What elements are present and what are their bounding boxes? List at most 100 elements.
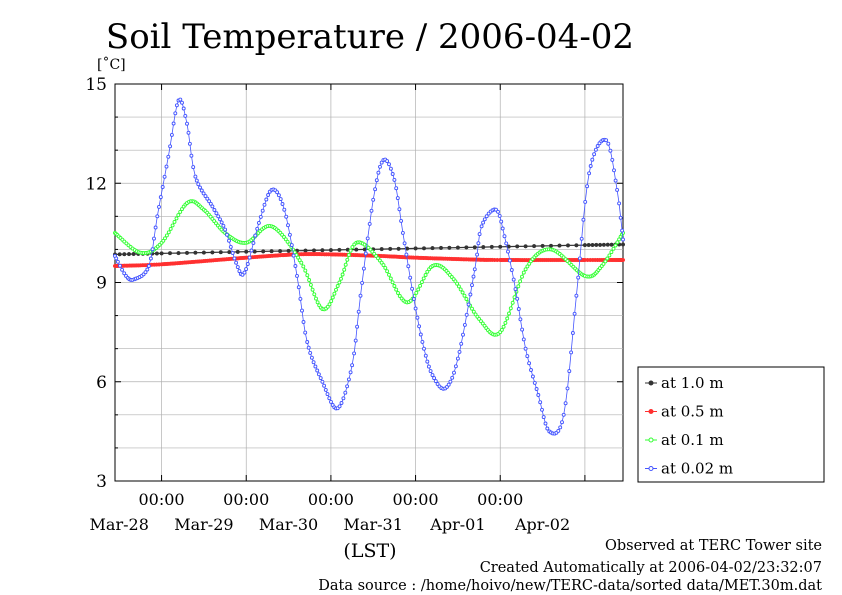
data-point <box>301 264 306 269</box>
data-point <box>320 248 325 253</box>
data-point <box>285 239 290 244</box>
data-point <box>532 380 537 385</box>
data-point <box>183 113 188 118</box>
data-point <box>523 346 528 351</box>
data-point <box>453 364 458 369</box>
legend-marker <box>648 409 654 414</box>
x-tick-date-label: Mar-29 <box>174 515 233 534</box>
data-point <box>143 270 148 275</box>
data-point <box>337 404 342 409</box>
data-point <box>570 331 575 335</box>
data-point <box>484 214 489 219</box>
data-point <box>232 256 237 261</box>
data-point <box>178 209 183 214</box>
data-point <box>425 269 430 274</box>
data-point <box>606 141 611 146</box>
data-point <box>210 250 215 255</box>
data-point <box>620 228 625 233</box>
data-point <box>530 374 535 379</box>
data-point <box>601 261 606 266</box>
data-point <box>448 379 453 384</box>
data-point <box>348 248 353 253</box>
data-point <box>314 296 318 301</box>
data-point <box>620 257 626 263</box>
data-point <box>394 186 399 191</box>
data-point <box>536 393 541 397</box>
data-point <box>385 159 390 164</box>
data-point <box>540 407 544 412</box>
data-point <box>503 320 508 325</box>
data-point <box>376 170 381 175</box>
data-point <box>245 262 250 266</box>
data-point <box>300 308 304 313</box>
data-point <box>225 232 229 237</box>
data-point <box>586 242 591 248</box>
data-point <box>456 284 461 289</box>
data-point <box>593 147 598 152</box>
data-point <box>283 237 288 242</box>
data-point <box>620 242 626 247</box>
data-point <box>180 100 184 105</box>
data-point <box>595 144 600 148</box>
data-point <box>244 267 249 272</box>
data-point <box>506 249 510 254</box>
data-point <box>295 273 299 278</box>
data-point <box>609 250 614 255</box>
data-point <box>120 267 125 272</box>
data-point <box>320 379 325 384</box>
data-point <box>191 165 196 170</box>
data-point <box>447 245 452 250</box>
data-point <box>590 157 595 162</box>
data-point <box>146 264 151 268</box>
data-point <box>558 425 563 430</box>
data-point <box>189 153 194 158</box>
data-point <box>235 265 240 270</box>
data-point <box>472 245 477 250</box>
data-point <box>221 223 226 228</box>
data-point <box>201 191 206 196</box>
data-point <box>515 296 520 301</box>
data-point <box>464 297 469 301</box>
data-point <box>470 306 474 311</box>
data-point <box>158 195 163 200</box>
data-point <box>590 242 595 248</box>
data-point <box>345 384 350 389</box>
data-point <box>388 246 393 251</box>
data-point <box>301 320 306 324</box>
data-point <box>180 207 184 212</box>
data-point <box>174 216 179 221</box>
legend-marker <box>648 466 654 471</box>
data-point <box>218 217 222 222</box>
data-point <box>253 233 258 238</box>
data-point <box>168 226 173 231</box>
data-point <box>299 260 304 265</box>
data-point <box>305 340 310 344</box>
data-point <box>459 341 464 346</box>
data-point <box>455 356 460 361</box>
data-point <box>458 287 463 292</box>
data-point <box>371 197 376 202</box>
data-point <box>345 257 350 262</box>
data-point <box>296 285 301 290</box>
data-point <box>114 256 119 261</box>
data-point <box>532 244 537 249</box>
data-point <box>582 243 587 248</box>
data-point <box>335 284 340 288</box>
data-point <box>419 280 424 285</box>
data-point <box>284 214 289 219</box>
data-point <box>516 284 521 289</box>
data-point <box>343 390 348 395</box>
data-point <box>446 382 451 387</box>
data-point <box>397 294 402 298</box>
data-point <box>505 316 510 321</box>
data-point <box>194 178 199 183</box>
legend-entry: at 0.1 m <box>661 431 724 449</box>
data-point <box>337 280 342 285</box>
data-point <box>303 268 308 273</box>
data-point <box>397 207 402 212</box>
x-axis-label: (LST) <box>343 540 396 562</box>
data-point <box>563 401 568 406</box>
data-point <box>520 327 525 332</box>
data-point <box>497 213 502 218</box>
data-point <box>615 240 620 245</box>
